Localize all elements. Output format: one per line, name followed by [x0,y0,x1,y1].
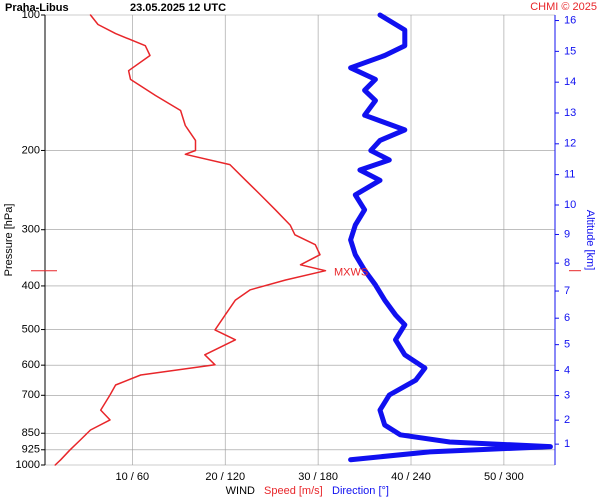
y2-tick-label: 1 [564,438,570,450]
y-tick-label: 200 [22,144,40,156]
y2-tick-label: 15 [564,45,576,57]
y-tick-label: 600 [22,359,40,371]
annotation: MXWS [334,267,368,279]
chart-title: Praha-Libus [5,2,69,14]
y2-tick-label: 14 [564,76,576,88]
x-axis-label: WIND [226,485,255,497]
x-tick-label: 40 / 240 [391,471,431,483]
y2-tick-label: 10 [564,199,576,211]
y-tick-label: 700 [22,389,40,401]
y2-tick-label: 6 [564,312,570,324]
y2-tick-label: 16 [564,14,576,26]
y-tick-label: 925 [22,444,40,456]
y2-tick-label: 5 [564,339,570,351]
y2-axis-label: Altitude [km] [584,210,596,271]
chart-subtitle: 23.05.2025 12 UTC [130,2,226,14]
y2-tick-label: 12 [564,138,576,150]
y2-tick-label: 9 [564,228,570,240]
y2-tick-label: 7 [564,285,570,297]
y2-tick-label: 4 [564,364,570,376]
legend-direction: Direction [°] [332,485,389,497]
credit: CHMI © 2025 [530,1,597,13]
legend-speed: Speed [m/s] [264,485,323,497]
y2-tick-label: 2 [564,414,570,426]
y-tick-label: 400 [22,280,40,292]
y-tick-label: 300 [22,224,40,236]
x-tick-label: 30 / 180 [298,471,338,483]
x-tick-label: 50 / 300 [484,471,524,483]
y2-tick-label: 8 [564,257,570,269]
y-tick-label: 100 [22,9,40,21]
series-line [348,12,553,463]
y-tick-label: 850 [22,427,40,439]
y2-tick-label: 3 [564,390,570,402]
y-axis-label: Pressure [hPa] [3,204,15,277]
y2-tick-label: 11 [564,169,575,181]
x-tick-label: 20 / 120 [205,471,245,483]
y-tick-label: 1000 [16,459,40,471]
y2-tick-label: 13 [564,107,576,119]
x-tick-label: 10 / 60 [116,471,150,483]
y-tick-label: 500 [22,323,40,335]
series-line [54,14,327,466]
